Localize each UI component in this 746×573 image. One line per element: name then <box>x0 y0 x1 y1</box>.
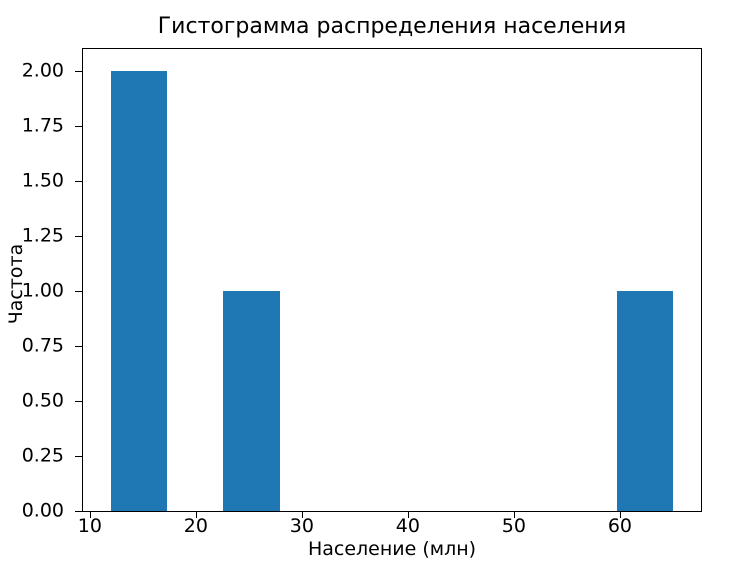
histogram-bar <box>616 291 673 511</box>
y-tick-label: 1.50 <box>21 169 64 192</box>
y-tick-label: 2.00 <box>21 59 64 82</box>
histogram-bar <box>223 291 280 511</box>
y-tick-label: 1.00 <box>21 279 64 302</box>
x-tick-mark <box>513 511 515 518</box>
y-tick-mark <box>75 71 82 72</box>
x-tick-label: 10 <box>77 515 102 537</box>
y-tick-mark <box>75 456 82 457</box>
x-tick-label: 20 <box>183 515 208 537</box>
y-tick-mark <box>75 181 82 182</box>
y-tick-label: 1.25 <box>21 224 64 247</box>
y-tick-label: 0.00 <box>21 499 64 522</box>
y-tick-mark <box>75 401 82 402</box>
x-tick-mark <box>301 511 303 518</box>
x-tick-mark <box>619 511 621 518</box>
x-tick-label: 50 <box>501 515 526 537</box>
y-tick-mark <box>75 236 82 237</box>
x-tick-mark <box>89 511 91 518</box>
x-tick-label: 60 <box>607 515 632 537</box>
chart-title: Гистограмма распределения населения <box>157 14 627 39</box>
x-tick-label: 30 <box>289 515 314 537</box>
y-tick-label: 1.75 <box>21 114 64 137</box>
y-tick-mark <box>75 511 82 512</box>
plot-area: 10 20 30 40 50 60 0.00 0.25 0.50 0.75 1.00 1.25 1.50… <box>22 48 702 537</box>
y-tick-label: 0.75 <box>21 334 64 357</box>
y-tick-label: 0.25 <box>21 444 64 467</box>
x-tick-label: 40 <box>395 515 420 537</box>
y-tick-mark <box>75 291 82 292</box>
y-tick-mark <box>75 125 82 127</box>
y-tick-label: 0.50 <box>21 389 64 412</box>
y-tick-mark <box>75 346 82 347</box>
x-tick-mark <box>407 511 409 518</box>
histogram-bar <box>111 71 168 511</box>
x-axis-label: Население (млн) <box>307 538 477 560</box>
x-tick-mark <box>195 511 197 518</box>
